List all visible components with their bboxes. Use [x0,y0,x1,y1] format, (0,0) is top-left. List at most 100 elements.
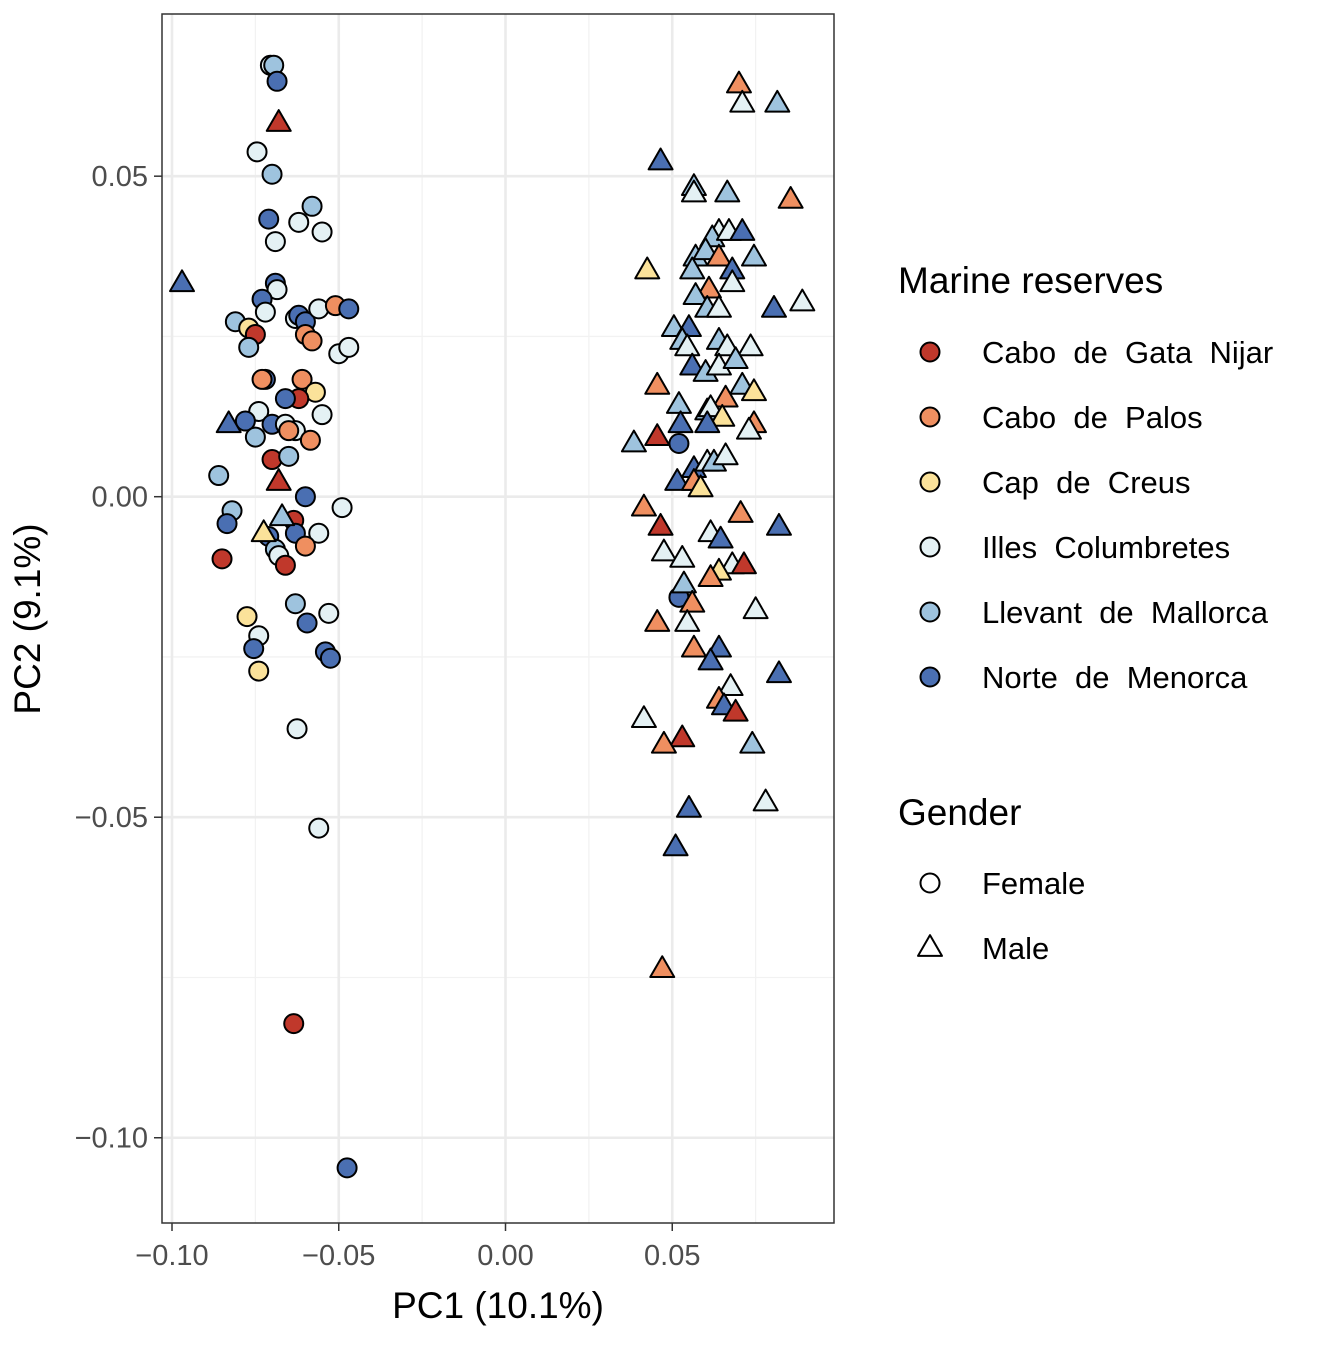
data-point-male [764,89,791,113]
data-point-male [742,596,769,620]
legend-label-llev: Llevant de Mallorca [982,595,1269,630]
data-point-male [682,282,709,305]
legend-label-M: Male [982,931,1049,966]
data-point-female [331,497,353,519]
data-point-male [725,70,752,94]
legend-key-creus [919,471,941,493]
data-point-male [765,512,792,536]
data-point-female [216,513,238,535]
data-point-male [765,660,792,684]
data-point-male [265,109,292,132]
data-point-male [730,551,757,575]
data-point-female [311,221,333,243]
data-point-female [336,1157,358,1179]
data-point-female [266,70,288,92]
data-point-male [717,673,744,696]
data-point-male [680,634,707,658]
y-tick-label: 0.00 [92,482,148,514]
x-tick-label: −0.10 [135,1240,208,1272]
data-point-female [301,195,323,217]
data-point-female [258,208,280,230]
data-point-female [338,298,360,320]
data-point-male [662,833,689,857]
data-point-male [675,795,702,818]
data-point-male [644,609,671,632]
data-point-male [649,955,676,979]
x-tick-label: 0.00 [477,1240,533,1272]
data-point-male [694,410,721,434]
data-point-male [634,256,661,280]
legend-key-colum [919,536,941,558]
data-point-female [234,410,256,432]
data-point-male [620,429,647,453]
data-point-female [308,522,330,544]
data-point-female [299,429,321,451]
data-point-female [286,718,308,740]
data-point-male [667,410,694,434]
data-point-male [707,525,734,549]
data-point-male [729,218,756,241]
legend-key-palos [919,406,941,428]
data-point-male [679,589,706,613]
legend-label-colum: Illes Columbretes [982,530,1230,565]
y-tick-label: −0.10 [75,1123,148,1155]
legend-title-gender: Gender [898,792,1021,833]
y-tick-label: 0.05 [92,161,148,193]
legend-label-palos: Cabo de Palos [982,400,1203,435]
legend-key-gata [919,341,941,363]
legend-key-llev [919,601,941,623]
data-point-female [243,638,265,660]
data-point-male [647,512,674,536]
data-point-female [283,1013,305,1035]
data-point-female [264,231,286,253]
data-point-female [301,330,323,352]
data-point-male [674,609,701,632]
data-point-male [650,538,677,562]
data-point-male [737,333,764,357]
legend-label-creus: Cap de Creus [982,465,1191,500]
data-point-male [674,333,701,357]
legend-key-male [917,934,943,957]
data-point-female [308,298,330,320]
y-axis-title: PC2 (9.1%) [7,523,48,714]
y-tick-label: −0.05 [75,802,148,834]
data-point-female [318,602,340,624]
x-tick-label: 0.05 [644,1240,700,1272]
y-axis-ticks: 0.05 0.00 −0.05 −0.10 [75,161,162,1155]
legend-label-norte: Norte de Menorca [982,660,1248,695]
panel-border [161,13,835,1224]
data-point-female [251,368,273,390]
data-point-male [789,288,816,312]
data-point-male [269,503,296,527]
data-point-male [665,391,692,414]
data-point-female [296,612,318,634]
data-point-male [687,474,714,498]
data-point-male [739,730,766,754]
data-point-male [740,378,767,402]
data-point-male [752,788,779,812]
data-point-male [679,256,706,280]
data-point-female [238,336,260,358]
legend-label-F: Female [982,866,1085,901]
data-point-female [668,432,690,454]
legend-key-female [919,872,941,894]
data-point-male [705,243,732,267]
data-point-female [211,548,233,570]
data-point-female [319,647,341,669]
data-point-male [697,564,724,588]
data-point-male [722,346,749,370]
data-point-female [248,660,270,682]
x-axis-ticks: −0.10 −0.05 0.00 0.05 [135,1223,700,1272]
data-point-male [250,519,277,543]
data-point-male [650,730,677,754]
data-point-male [644,423,671,446]
legend-label-gata: Cabo de Gata Nijar [982,335,1273,370]
legend-key-norte [919,666,941,688]
x-axis-title: PC1 (10.1%) [392,1285,604,1326]
data-point-female [244,426,266,448]
data-point-male [712,384,739,408]
data-point-female [261,449,283,471]
data-point-female [278,445,300,467]
x-tick-label: −0.05 [302,1240,375,1272]
